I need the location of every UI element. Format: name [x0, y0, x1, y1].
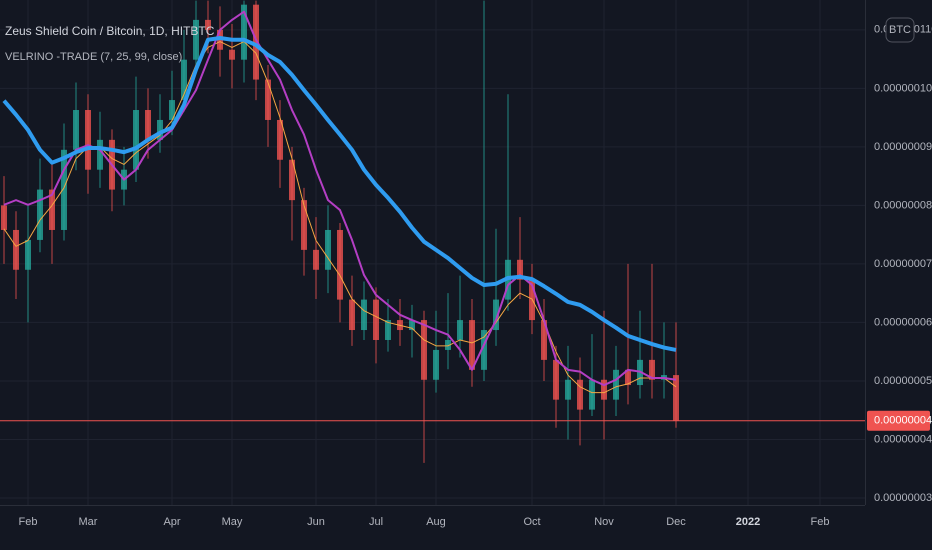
- candle-body: [337, 229, 343, 300]
- last-price-label: 0.0000000432: [874, 415, 932, 427]
- candle-body: [241, 4, 247, 60]
- candle-body: [277, 119, 283, 160]
- candle-body: [553, 359, 559, 400]
- candle-body: [625, 369, 631, 386]
- candle-body: [289, 159, 295, 201]
- candle-body: [325, 229, 331, 270]
- candle-body: [589, 379, 595, 410]
- candle-body: [673, 375, 679, 421]
- candle-body: [133, 110, 139, 170]
- y-tick-label: 0.0000000900: [874, 141, 932, 153]
- x-tick-label: May: [222, 516, 243, 528]
- candle-body: [73, 110, 79, 150]
- candle-body: [145, 110, 151, 140]
- x-tick-label: Feb: [19, 516, 38, 528]
- currency-badge[interactable]: [885, 17, 915, 43]
- candle-body: [157, 119, 163, 140]
- candle-body: [85, 110, 91, 170]
- candle-body: [349, 299, 355, 331]
- candle-body: [457, 320, 463, 340]
- candle-body: [541, 320, 547, 360]
- candle-body: [445, 339, 451, 350]
- candle-body: [205, 19, 211, 30]
- candle-body: [601, 379, 607, 400]
- chart-title: Zeus Shield Coin / Bitcoin, 1D, HITBTC: [5, 24, 215, 38]
- candle-body: [229, 49, 235, 60]
- x-tick-label: Feb: [811, 516, 830, 528]
- candle-body: [49, 189, 55, 230]
- x-tick-label: 2022: [736, 516, 760, 528]
- x-tick-label: Dec: [666, 516, 686, 528]
- candle-body: [421, 320, 427, 380]
- candle-body: [193, 19, 199, 60]
- y-tick-label: 0.0000000500: [874, 375, 932, 387]
- candle-body: [313, 249, 319, 270]
- candle-body: [301, 200, 307, 250]
- x-tick-label: Oct: [523, 516, 540, 528]
- y-tick-label: 0.0000000400: [874, 433, 932, 445]
- y-tick-label: 0.0000000800: [874, 199, 932, 211]
- candle-body: [649, 359, 655, 380]
- last-price-box: [867, 410, 930, 431]
- candle-body: [373, 299, 379, 340]
- moving-average: [3, 10, 677, 387]
- candle-body: [13, 229, 19, 270]
- x-tick-label: Apr: [163, 516, 180, 528]
- candle-body: [37, 189, 43, 240]
- candle-body: [577, 379, 583, 410]
- x-tick-label: Mar: [79, 516, 98, 528]
- y-tick-label: 0.0000000300: [874, 492, 932, 504]
- candle-body: [613, 369, 619, 400]
- candle-body: [25, 239, 31, 270]
- y-tick-label: 0.0000000700: [874, 258, 932, 270]
- y-tick-label: 0.0000001000: [874, 82, 932, 94]
- candle-body: [565, 379, 571, 400]
- candle-body: [385, 320, 391, 340]
- candle-body: [181, 59, 187, 101]
- candle-body: [517, 259, 523, 280]
- candle-body: [253, 4, 259, 80]
- candle-body: [61, 149, 67, 230]
- x-tick-label: Jun: [307, 516, 325, 528]
- candle-body: [409, 320, 415, 331]
- x-tick-label: Aug: [426, 516, 446, 528]
- candle-body: [1, 205, 7, 230]
- x-tick-label: Jul: [369, 516, 383, 528]
- currency-badge-label[interactable]: BTC: [889, 24, 911, 36]
- plot: [0, 0, 865, 463]
- candle-body: [493, 299, 499, 331]
- candle-body: [361, 299, 367, 331]
- candle-body: [265, 79, 271, 120]
- y-tick-label: 0.0000000600: [874, 316, 932, 328]
- moving-average: [2, 36, 677, 352]
- candle-body: [97, 139, 103, 170]
- candle-body: [481, 330, 487, 370]
- candle-body: [433, 349, 439, 380]
- candle-body: [169, 100, 175, 120]
- indicator-legend: VELRINO -TRADE (7, 25, 99, close): [5, 51, 182, 63]
- x-tick-label: Nov: [594, 516, 614, 528]
- candle-body: [469, 320, 475, 370]
